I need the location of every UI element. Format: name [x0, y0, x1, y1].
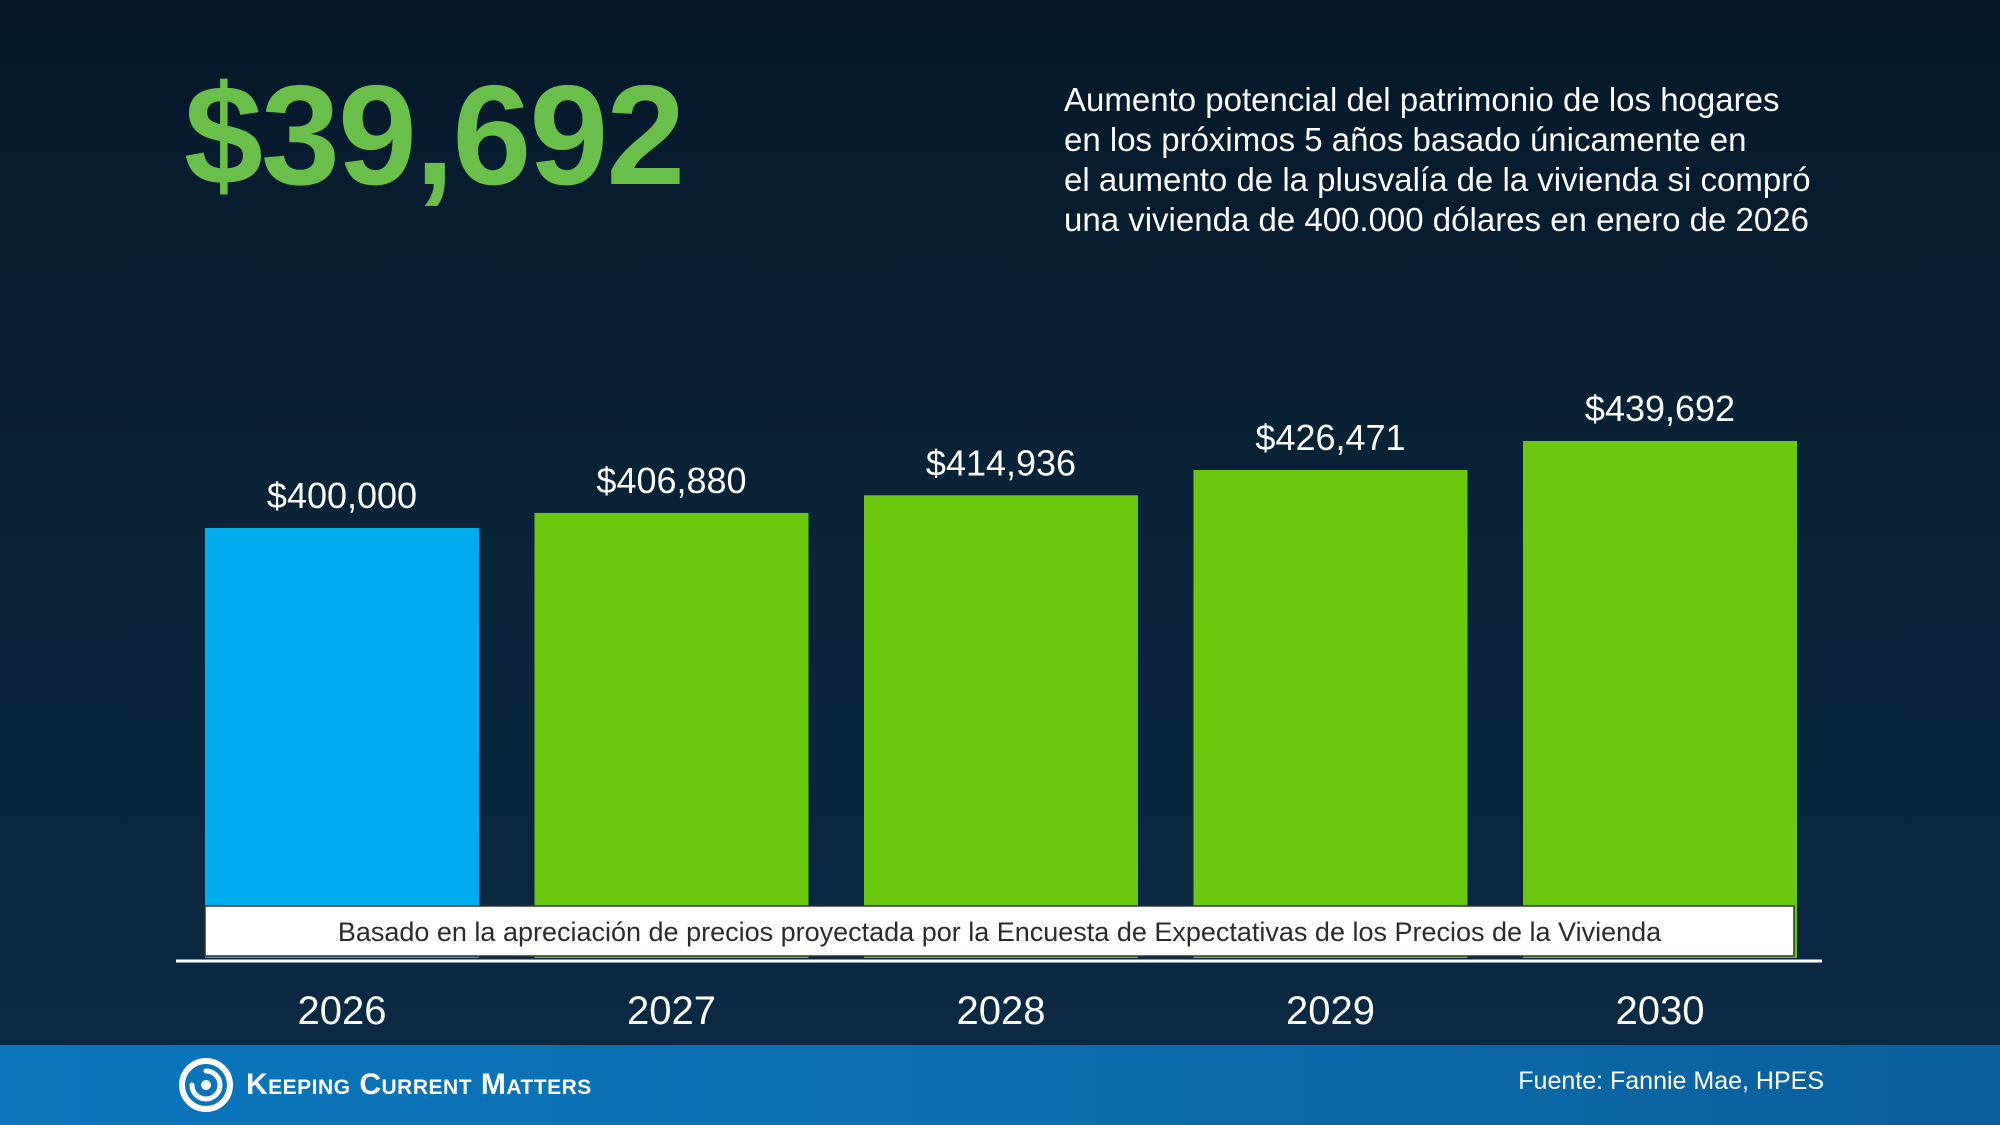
- x-tick-label-2026: 2026: [298, 989, 387, 1033]
- value-label-2026: $400,000: [267, 475, 417, 516]
- value-labels-group: $400,000 $406,880 $414,936 $426,471 $439,692: [267, 388, 1735, 516]
- x-tick-label-2029: 2029: [1286, 989, 1375, 1033]
- value-label-2030: $439,692: [1585, 388, 1735, 429]
- headline-description: Aumento potencial del patrimonio de los …: [1064, 80, 1944, 240]
- headline-line-2: en los próximos 5 años basado únicamente…: [1064, 121, 1747, 158]
- swirl-logo-icon: [179, 1058, 233, 1112]
- headline-line-1: Aumento potencial del patrimonio de los …: [1064, 81, 1780, 118]
- bar-2029: [1193, 469, 1468, 958]
- value-label-2027: $406,880: [596, 460, 746, 501]
- headline-line-4: una vivienda de 400.000 dólares en enero…: [1064, 201, 1809, 238]
- brand-logo: Keeping Current Matters: [178, 1057, 592, 1113]
- bar-2026: [205, 528, 479, 958]
- bar-2027: [534, 512, 809, 958]
- x-tick-label-2028: 2028: [957, 989, 1046, 1033]
- x-tick-label-2030: 2030: [1616, 989, 1705, 1033]
- bar-2028: [864, 495, 1138, 958]
- headline-line-3: el aumento de la plusvalía de la viviend…: [1064, 161, 1811, 198]
- bar-2030: [1523, 441, 1797, 958]
- value-label-2029: $426,471: [1255, 417, 1405, 458]
- annotation-box: Basado en la apreciación de precios proy…: [204, 905, 1795, 957]
- footer-bar: Keeping Current Matters Fuente: Fannie M…: [0, 1045, 2000, 1125]
- source-credit: Fuente: Fannie Mae, HPES: [1518, 1067, 1824, 1095]
- bar-chart: $400,000 $406,880 $414,936 $426,471 $439,692…: [204, 388, 1797, 1033]
- brand-name: Keeping Current Matters: [246, 1068, 592, 1101]
- annotation-background: [204, 905, 1795, 957]
- headline-amount: $39,692: [184, 56, 685, 215]
- x-tick-labels-group: 2026 2027 2028 2029 2030: [298, 989, 1705, 1033]
- annotation-text: Basado en la apreciación de precios proy…: [338, 917, 1662, 947]
- bars-group: [205, 441, 1797, 958]
- x-tick-label-2027: 2027: [627, 989, 716, 1033]
- value-label-2028: $414,936: [926, 442, 1076, 483]
